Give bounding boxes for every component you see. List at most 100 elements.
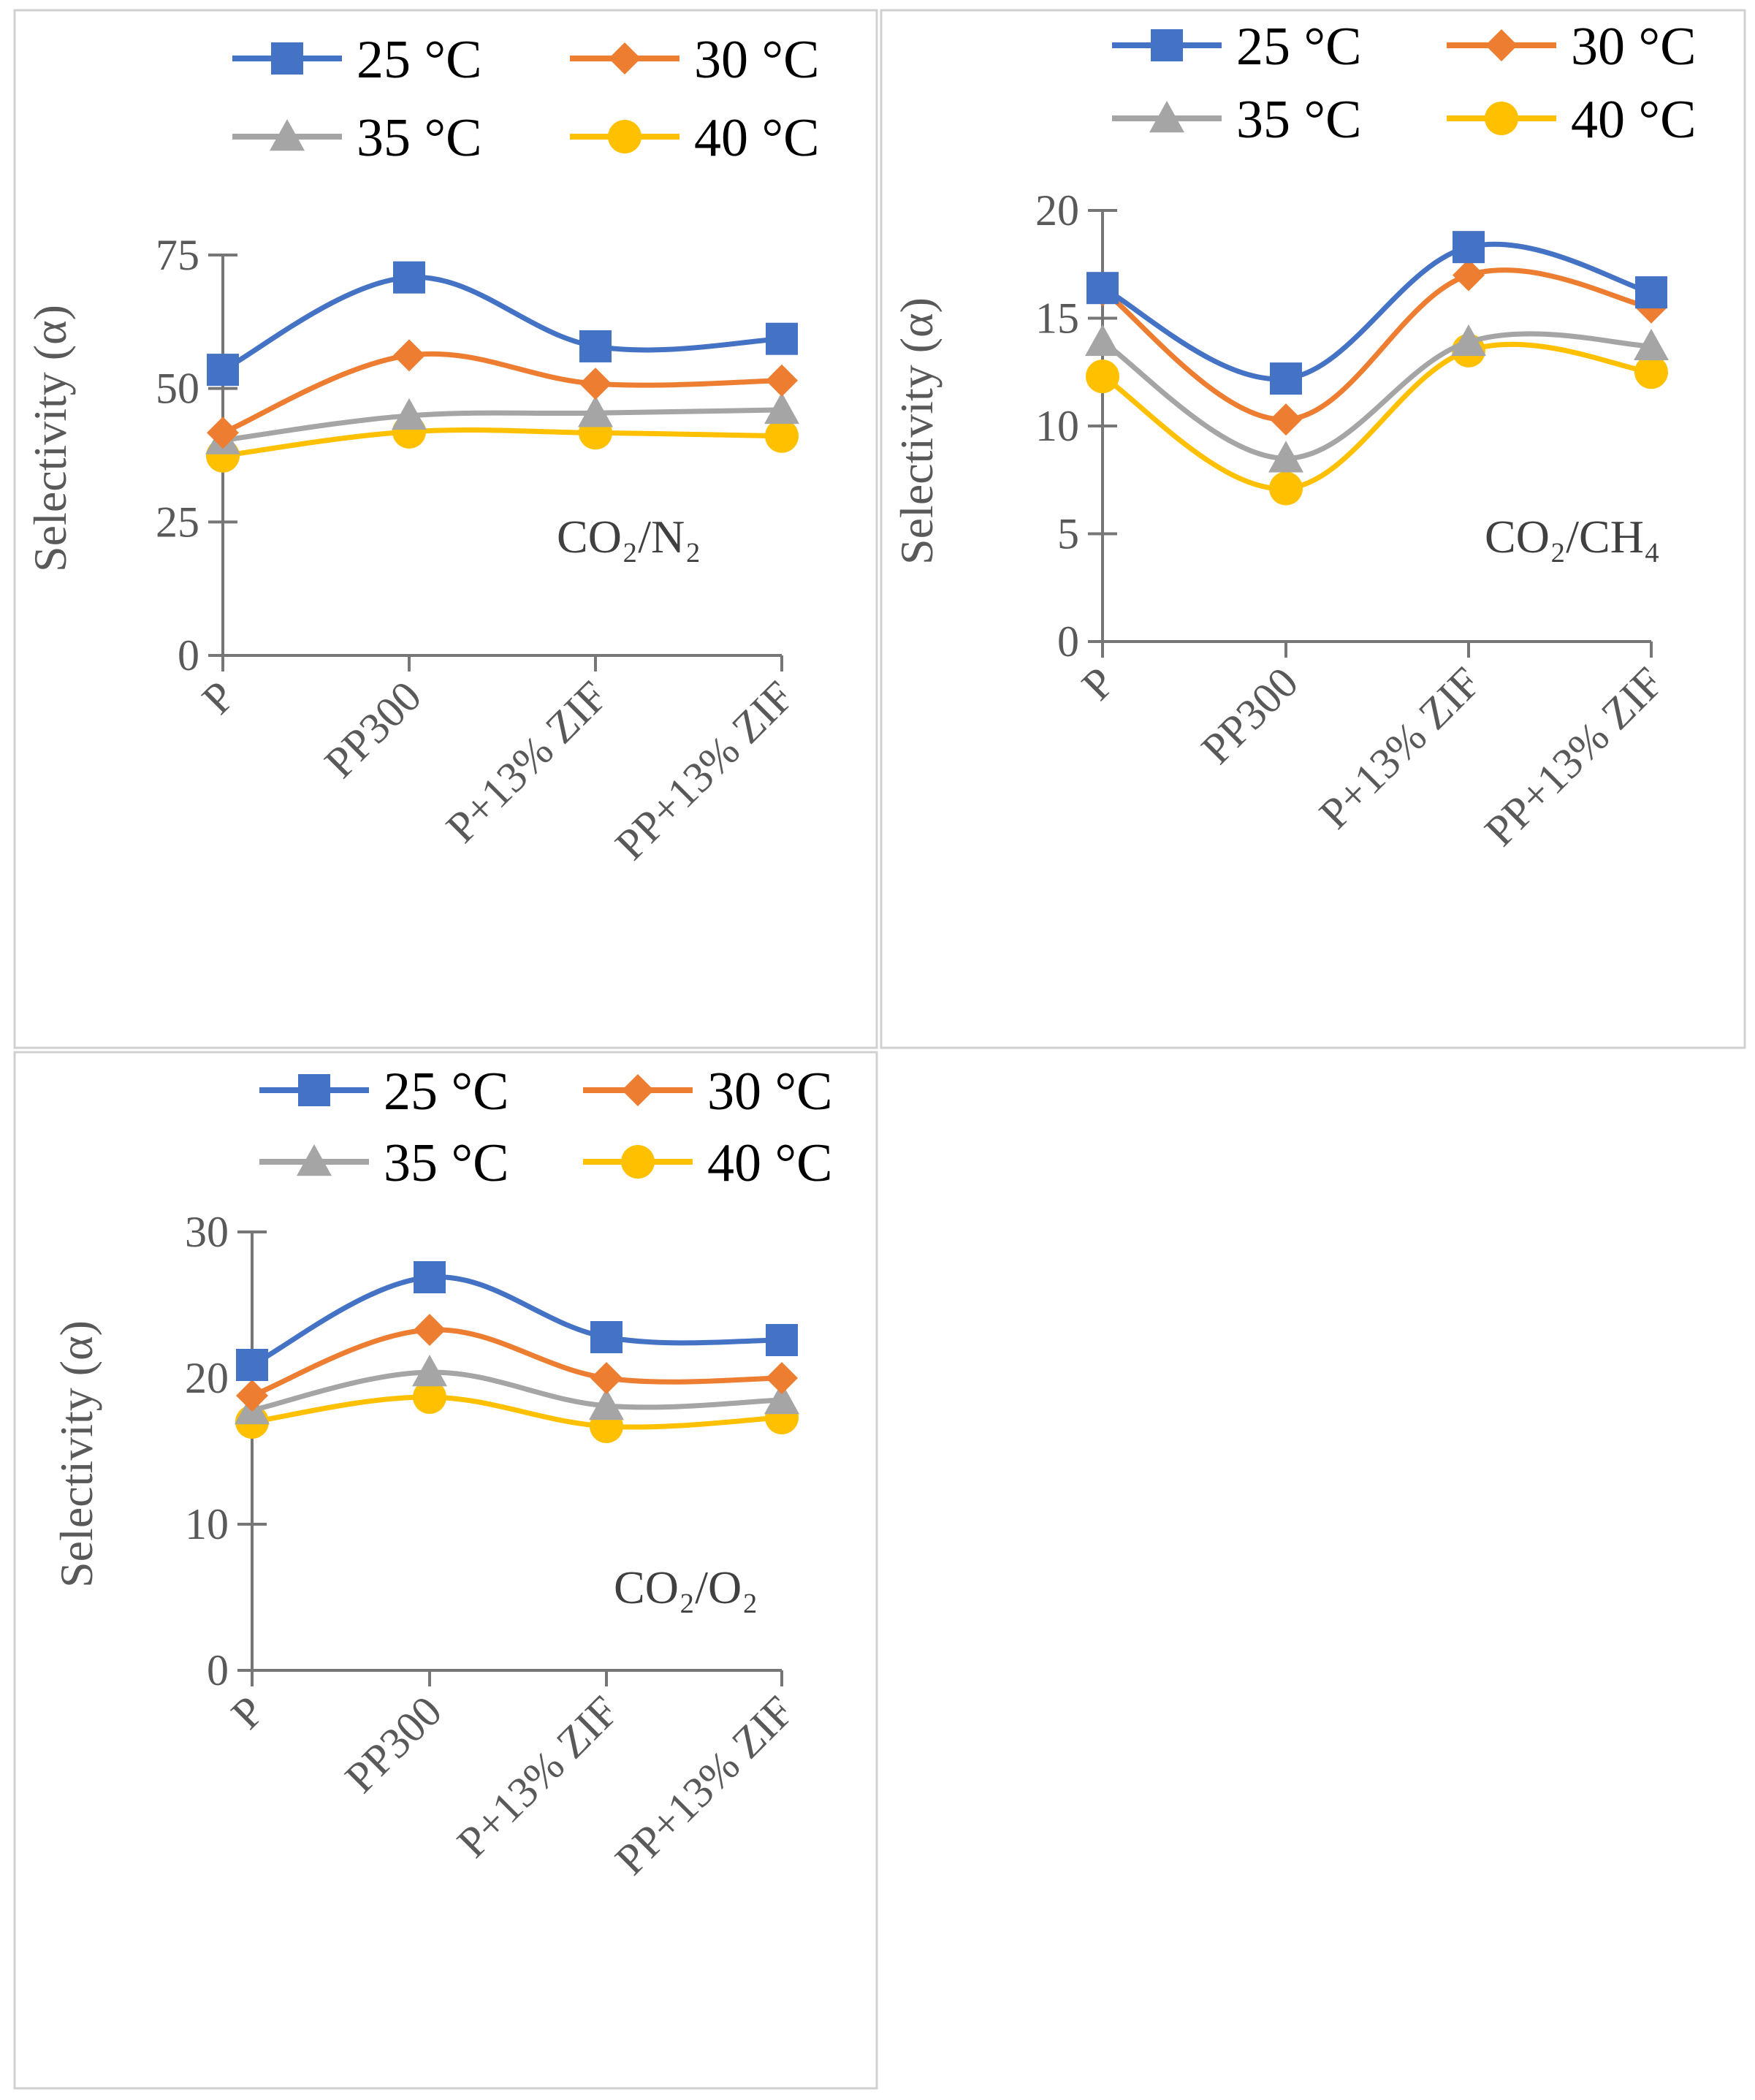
series-line <box>220 351 785 435</box>
x-category-label: P+13% ZIF <box>437 672 617 852</box>
y-tick-label: 10 <box>1035 402 1079 450</box>
data-point-marker <box>1634 355 1668 389</box>
series-line <box>1100 341 1654 492</box>
gas-pair-annotation: CO₂/CH₄ <box>1485 511 1660 563</box>
data-point-marker <box>764 392 799 425</box>
series-line <box>1100 241 1654 382</box>
data-point-marker <box>1451 324 1486 357</box>
panel-frame-co2-o2 <box>13 1051 878 2090</box>
series-line <box>249 1394 785 1430</box>
y-tick-label: 20 <box>1035 186 1079 235</box>
x-category-label: P+13% ZIF <box>1310 658 1490 838</box>
x-category-label: P <box>222 1687 273 1738</box>
data-point-marker <box>207 354 239 387</box>
legend-entry: 35 °C <box>259 1133 509 1193</box>
data-point-marker <box>236 1349 268 1381</box>
data-point-marker <box>766 1324 798 1356</box>
data-point-marker <box>414 1314 446 1346</box>
x-category-label: PP300 <box>316 672 431 788</box>
data-point-marker <box>766 322 798 355</box>
legend-entry: 40 °C <box>570 108 819 168</box>
x-category-label: P+13% ZIF <box>448 1687 628 1867</box>
gas-pair-annotation: CO₂/N₂ <box>557 511 701 563</box>
legend-label: 40 °C <box>694 108 819 168</box>
x-category-label: PP+13% ZIF <box>606 1687 803 1884</box>
series-line <box>249 1274 785 1368</box>
series-line <box>249 1369 785 1413</box>
data-point-marker <box>579 368 612 400</box>
legend-marker <box>297 1144 332 1176</box>
legend-entry: 40 °C <box>583 1133 832 1193</box>
legend-entry: 25 °C <box>232 30 481 90</box>
data-point-marker <box>590 1362 623 1394</box>
legend-marker <box>1151 29 1183 61</box>
y-tick-label: 30 <box>185 1208 229 1256</box>
legend-label: 30 °C <box>694 30 819 90</box>
data-point-marker <box>764 1382 799 1415</box>
y-tick-label: 20 <box>185 1354 229 1402</box>
data-point-marker <box>393 261 425 294</box>
legend-entry: 25 °C <box>259 1062 509 1122</box>
legend-marker <box>1149 101 1184 133</box>
series-line <box>1100 331 1654 461</box>
data-point-marker <box>414 1261 446 1293</box>
legend-marker <box>622 1074 654 1106</box>
legend-label: 25 °C <box>384 1062 509 1122</box>
series-line <box>220 275 785 373</box>
legend-marker <box>1485 102 1518 135</box>
data-point-marker <box>1269 471 1303 506</box>
legend-label: 40 °C <box>707 1133 832 1193</box>
data-point-marker <box>412 1355 447 1387</box>
legend-marker <box>271 42 303 75</box>
data-point-marker <box>207 416 239 449</box>
x-category-label: PP300 <box>1192 658 1308 774</box>
x-category-label: PP+13% ZIF <box>606 672 803 870</box>
legend-marker <box>298 1074 330 1106</box>
data-point-marker <box>590 1321 623 1353</box>
legend-marker <box>609 42 641 75</box>
legend-label: 30 °C <box>707 1062 832 1122</box>
data-point-marker <box>236 1380 268 1412</box>
y-tick-label: 15 <box>1035 294 1079 343</box>
x-category-label: P <box>193 672 244 723</box>
legend-marker <box>621 1145 655 1179</box>
legend-entry: 35 °C <box>1112 90 1361 150</box>
y-tick-label: 5 <box>1057 510 1079 558</box>
series-line <box>1100 267 1654 422</box>
series-line <box>220 427 785 459</box>
x-category-label: PP+13% ZIF <box>1475 658 1672 856</box>
data-point-marker <box>1453 259 1485 292</box>
y-tick-label: 75 <box>156 231 199 279</box>
data-point-marker <box>579 330 612 362</box>
data-point-marker <box>413 1380 446 1414</box>
legend-label: 35 °C <box>357 108 481 168</box>
legend-label: 25 °C <box>357 30 481 90</box>
y-tick-label: 0 <box>1057 617 1079 666</box>
legend-marker <box>608 120 642 153</box>
legend-label: 30 °C <box>1571 17 1696 77</box>
panel-frame-co2-ch4 <box>880 9 1746 1049</box>
data-point-marker <box>1270 362 1302 395</box>
gas-pair-annotation: CO₂/O₂ <box>614 1561 758 1613</box>
x-category-label: PP300 <box>336 1687 452 1803</box>
data-point-marker <box>766 1362 798 1394</box>
y-axis-label: Selectivity (α) <box>24 305 76 572</box>
y-axis-label: Selectivity (α) <box>50 1320 102 1588</box>
data-point-marker <box>1268 441 1303 473</box>
legend-label: 35 °C <box>1236 90 1361 150</box>
data-point-marker <box>1086 272 1119 305</box>
data-point-marker <box>1086 359 1119 394</box>
data-point-marker <box>1634 328 1669 361</box>
panel-frame-co2-n2 <box>13 9 878 1049</box>
legend-label: 40 °C <box>1571 90 1696 150</box>
data-point-marker <box>1453 231 1485 264</box>
legend-entry: 35 °C <box>232 108 481 168</box>
legend-entry: 30 °C <box>570 30 819 90</box>
series-line <box>249 1327 785 1399</box>
data-point-marker <box>1085 324 1120 357</box>
data-point-marker <box>765 419 799 453</box>
